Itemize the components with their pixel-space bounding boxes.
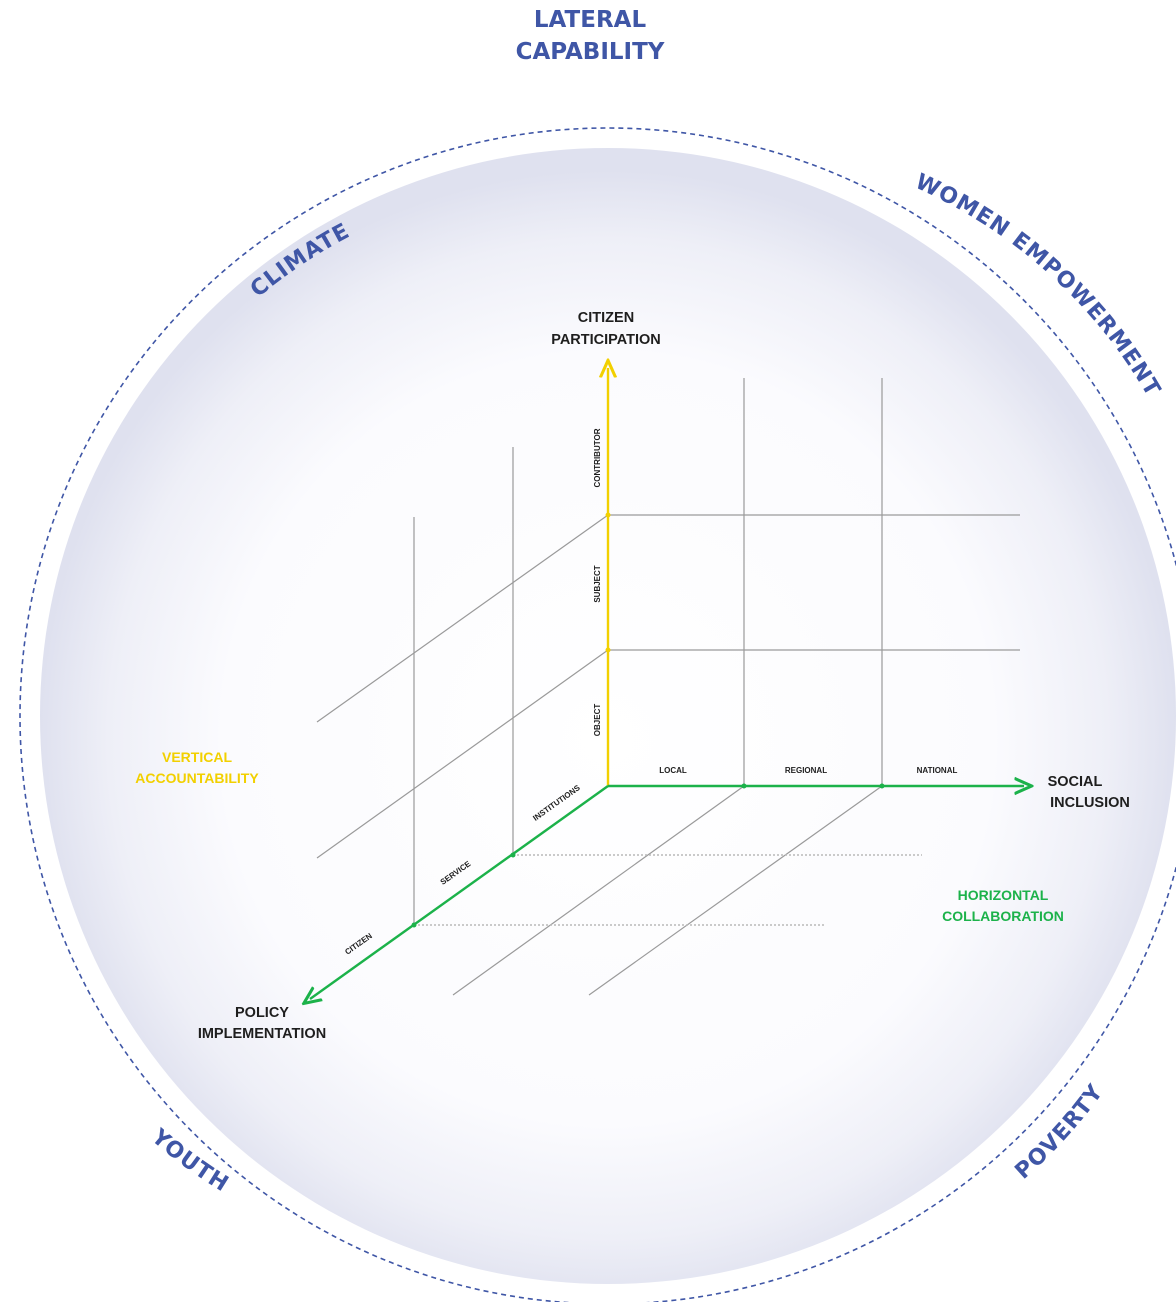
axis-node bbox=[741, 783, 747, 789]
tick-label-horizontal: LOCAL bbox=[659, 766, 687, 775]
title-line-1: LATERAL bbox=[534, 7, 647, 33]
axis-node bbox=[605, 512, 611, 518]
ring-label-youth: YOUTH bbox=[146, 1124, 233, 1197]
horizontal-axis-title-1: SOCIAL bbox=[1048, 774, 1103, 790]
tick-label-vertical: CONTRIBUTOR bbox=[593, 428, 602, 487]
axis-node bbox=[411, 922, 417, 928]
tick-label-vertical: OBJECT bbox=[593, 704, 602, 737]
axis-node bbox=[510, 852, 516, 858]
vertical-axis-title-2: PARTICIPATION bbox=[551, 332, 661, 348]
axis-node bbox=[879, 783, 885, 789]
depth-axis-title-1: POLICY bbox=[235, 1005, 289, 1021]
grid-line bbox=[588, 785, 883, 996]
title-line-2: CAPABILITY bbox=[516, 39, 665, 65]
horizontal-collaboration-label-2: COLLABORATION bbox=[942, 908, 1064, 924]
vertical-axis-title-1: CITIZEN bbox=[578, 310, 634, 326]
horizontal-collaboration-label-1: HORIZONTAL bbox=[958, 887, 1049, 903]
grid-line bbox=[452, 785, 745, 996]
grid-line bbox=[316, 514, 609, 723]
vertical-accountability-label-1: VERTICAL bbox=[162, 749, 232, 765]
depth-axis-title-2: IMPLEMENTATION bbox=[198, 1026, 326, 1042]
tick-label-horizontal: NATIONAL bbox=[917, 766, 958, 775]
horizontal-axis-title-2: INCLUSION bbox=[1050, 795, 1130, 811]
tick-label-vertical: SUBJECT bbox=[593, 565, 602, 602]
tick-label-horizontal: REGIONAL bbox=[785, 766, 827, 775]
vertical-accountability-label-2: ACCOUNTABILITY bbox=[135, 770, 259, 786]
grid-line bbox=[316, 649, 609, 859]
depth-axis bbox=[310, 785, 609, 999]
dashed-ring bbox=[19, 127, 1176, 1302]
axis-node bbox=[605, 647, 611, 653]
